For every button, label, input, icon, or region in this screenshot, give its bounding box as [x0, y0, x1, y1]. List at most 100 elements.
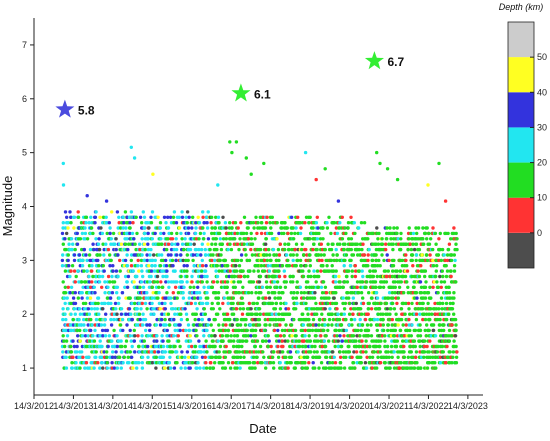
event-point [441, 350, 445, 354]
event-point [274, 301, 279, 306]
event-point [452, 291, 456, 295]
event-point [244, 253, 248, 257]
event-point [82, 269, 86, 273]
event-point [359, 221, 364, 225]
event-point [293, 328, 298, 333]
event-point [113, 242, 117, 246]
event-point [410, 361, 414, 365]
event-point [364, 366, 369, 370]
event-point [397, 274, 401, 279]
event-point [431, 264, 436, 268]
event-point [360, 269, 364, 273]
event-point [298, 258, 303, 263]
event-point [61, 350, 65, 354]
event-point [446, 231, 450, 236]
event-point [164, 264, 169, 268]
event-point [167, 339, 171, 343]
event-point [304, 301, 308, 306]
event-point [431, 355, 435, 359]
event-point [117, 215, 121, 219]
event-point [71, 339, 75, 343]
event-point [131, 221, 135, 225]
event-point [337, 317, 342, 322]
event-point [289, 361, 293, 365]
event-point [322, 328, 326, 333]
event-point [448, 350, 452, 354]
event-point [419, 366, 423, 370]
event-point [101, 334, 105, 338]
event-point [357, 344, 361, 349]
event-point [416, 269, 420, 273]
event-point [186, 323, 191, 327]
event-point [409, 350, 413, 354]
event-point [80, 280, 84, 284]
event-point [354, 350, 359, 354]
event-point [282, 334, 286, 338]
event-point [422, 339, 427, 343]
event-point [72, 258, 77, 263]
event-point [109, 323, 114, 327]
event-point [231, 301, 235, 306]
event-point [61, 242, 65, 246]
event-point [345, 280, 350, 284]
event-point [137, 361, 141, 365]
event-point [428, 355, 433, 359]
event-point [409, 247, 414, 252]
event-point [452, 231, 456, 236]
event-point [106, 344, 110, 349]
event-point [142, 231, 147, 236]
event-point [92, 339, 97, 343]
event-point [357, 269, 361, 273]
event-point [174, 258, 178, 263]
event-point [226, 328, 231, 333]
event-point [392, 366, 397, 370]
event-point [377, 258, 381, 263]
colorbar-band [508, 197, 534, 233]
event-point [264, 296, 268, 300]
event-point [140, 253, 144, 257]
event-point [286, 339, 290, 343]
event-point [175, 280, 179, 284]
event-point [408, 242, 412, 246]
event-point [390, 317, 394, 322]
event-point [105, 221, 109, 225]
event-point [260, 221, 264, 225]
event-point [339, 344, 344, 349]
event-point [73, 280, 78, 284]
event-point [112, 366, 117, 370]
event-point [82, 247, 87, 252]
event-point [408, 344, 413, 349]
event-point [246, 274, 250, 279]
event-point [401, 339, 405, 343]
event-point [425, 258, 430, 263]
event-point [90, 269, 94, 273]
event-point [435, 264, 439, 268]
event-point [416, 226, 421, 230]
event-point [273, 307, 278, 311]
event-point [162, 361, 167, 365]
event-point [155, 339, 159, 343]
event-point [389, 237, 393, 241]
event-point [380, 237, 384, 241]
event-point [431, 285, 435, 289]
event-point [395, 177, 400, 182]
event-point [420, 237, 425, 241]
event-point [223, 258, 228, 263]
event-point [329, 247, 334, 252]
event-point [399, 361, 403, 365]
event-point [375, 150, 379, 155]
event-point [141, 274, 145, 279]
event-point [119, 242, 124, 246]
event-point [375, 328, 379, 333]
event-point [182, 264, 186, 268]
event-point [295, 280, 299, 284]
event-point [367, 291, 371, 295]
event-point [241, 269, 245, 273]
event-point [85, 296, 90, 300]
event-point [441, 301, 445, 306]
event-point [213, 361, 217, 365]
event-point [70, 366, 74, 370]
event-point [183, 355, 187, 359]
event-point [205, 221, 209, 225]
event-point [155, 361, 159, 365]
